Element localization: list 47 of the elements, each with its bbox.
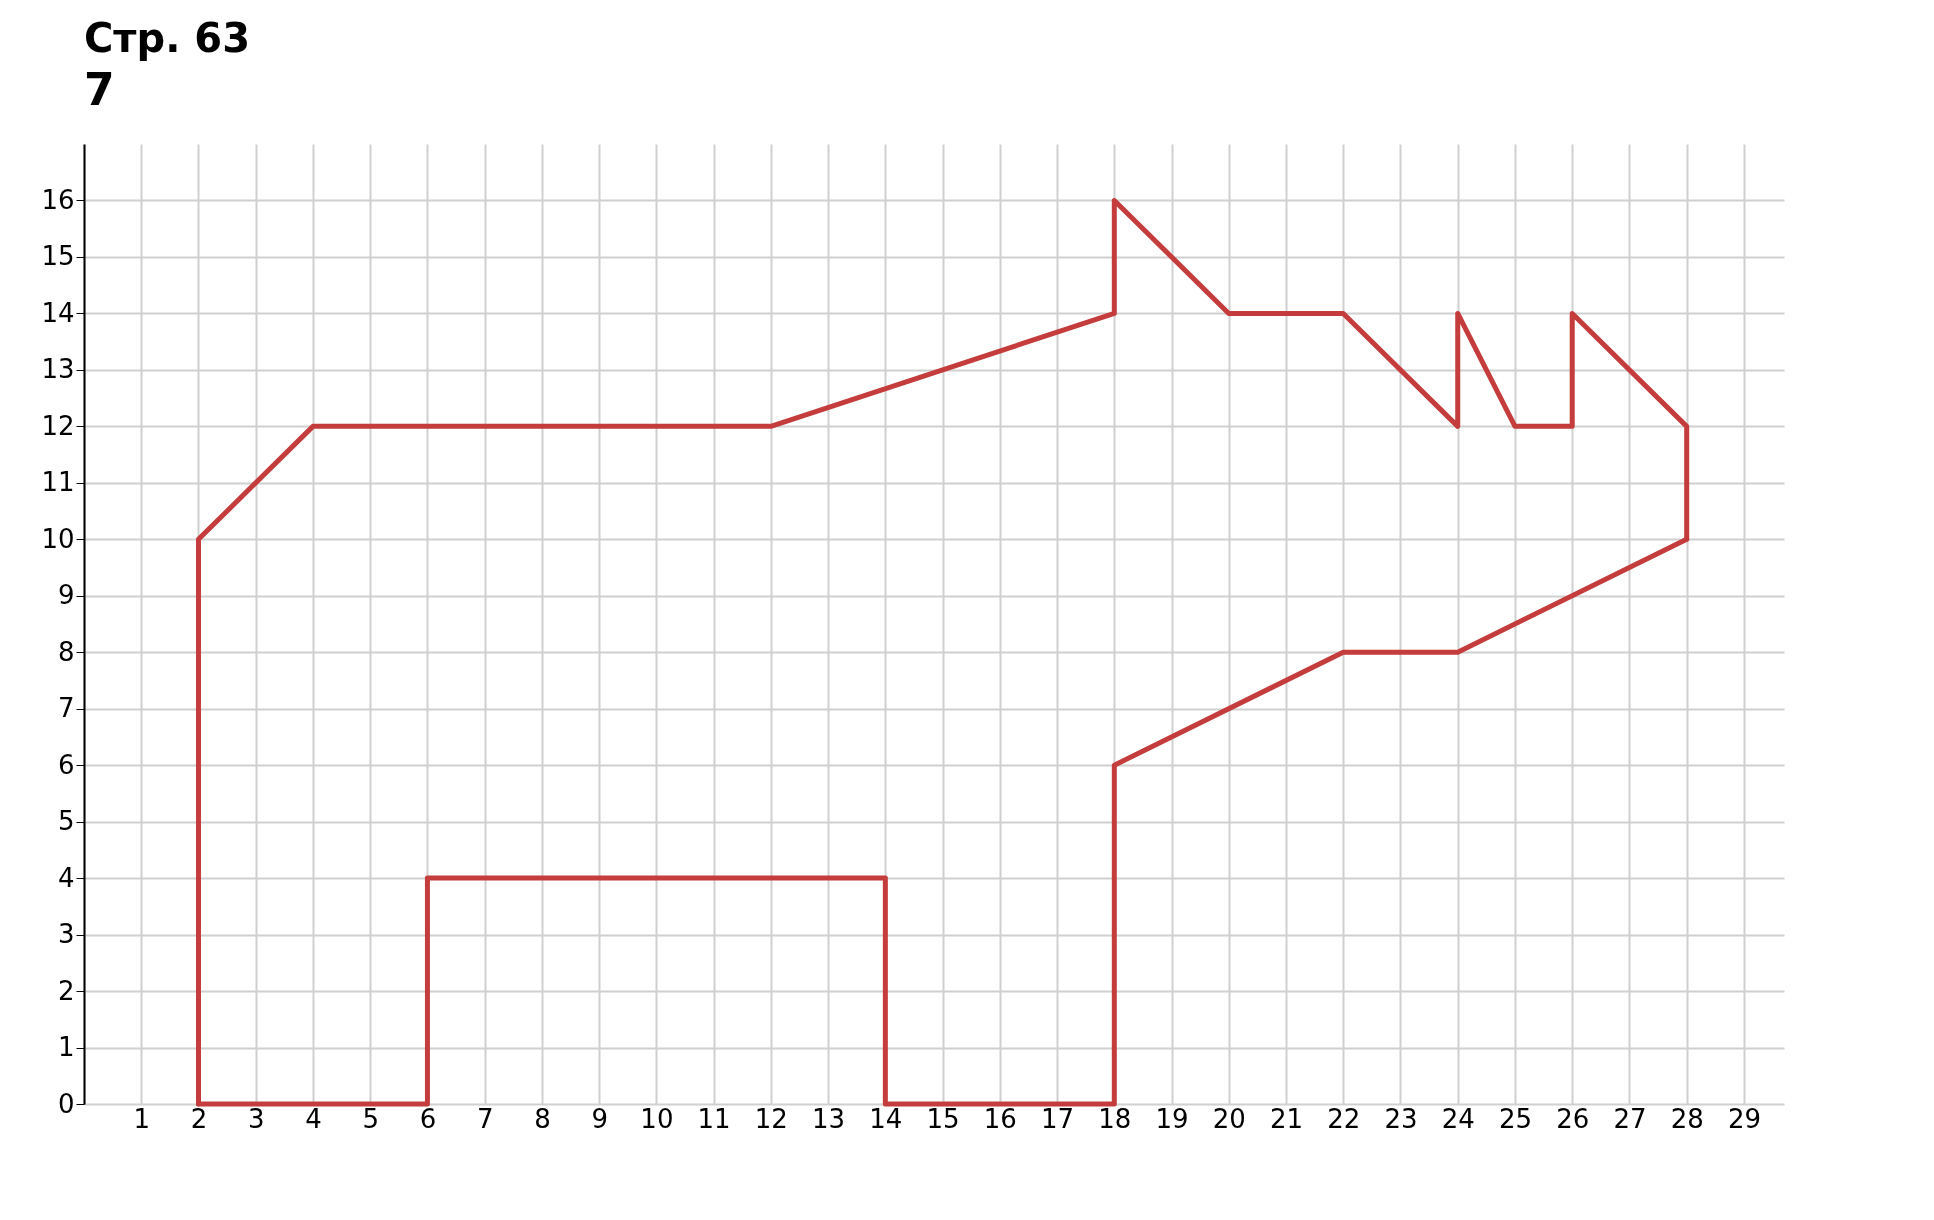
x-tick-label: 13 xyxy=(812,1103,846,1134)
x-tick-label: 10 xyxy=(640,1103,674,1134)
x-tick-label: 23 xyxy=(1384,1103,1418,1134)
y-tick-label: 8 xyxy=(57,636,75,667)
y-tick-label: 6 xyxy=(57,749,75,780)
x-tick-label: 2 xyxy=(190,1103,208,1134)
x-tick-label: 6 xyxy=(419,1103,437,1134)
y-tick-label: 7 xyxy=(57,693,75,724)
y-tick-label: 5 xyxy=(57,806,75,837)
x-tick-label: 27 xyxy=(1613,1103,1647,1134)
y-tick-label: 1 xyxy=(57,1032,75,1063)
x-tick-label: 7 xyxy=(476,1103,494,1134)
x-tick-label: 19 xyxy=(1155,1103,1189,1134)
x-tick-label: 8 xyxy=(534,1103,551,1134)
x-tick-label: 14 xyxy=(869,1103,903,1134)
x-tick-label: 18 xyxy=(1098,1103,1132,1134)
x-tick-label: 28 xyxy=(1670,1103,1704,1134)
x-tick-label: 1 xyxy=(133,1103,151,1134)
y-tick-label: 12 xyxy=(41,410,75,441)
x-tick-label: 24 xyxy=(1441,1103,1475,1134)
y-tick-label: 9 xyxy=(57,580,75,611)
y-tick-label: 14 xyxy=(41,297,75,328)
y-tick-label: 13 xyxy=(41,354,75,385)
y-tick-label: 3 xyxy=(57,919,75,950)
x-tick-label: 5 xyxy=(362,1103,379,1134)
y-tick-label: 16 xyxy=(41,184,75,215)
x-tick-label: 3 xyxy=(247,1103,265,1134)
x-tick-label: 29 xyxy=(1727,1103,1761,1134)
x-tick-label: 12 xyxy=(754,1103,788,1134)
y-tick-label: 10 xyxy=(41,523,75,554)
x-tick-label: 9 xyxy=(591,1103,608,1134)
x-tick-label: 25 xyxy=(1498,1103,1533,1134)
x-tick-label: 22 xyxy=(1327,1103,1361,1134)
y-tick-label: 0 xyxy=(57,1088,75,1119)
x-tick-label: 15 xyxy=(926,1103,960,1134)
x-tick-label: 17 xyxy=(1041,1103,1075,1134)
y-tick-label: 11 xyxy=(41,467,75,498)
x-tick-label: 20 xyxy=(1212,1103,1246,1134)
x-tick-label: 26 xyxy=(1556,1103,1590,1134)
y-tick-label: 4 xyxy=(57,862,75,893)
x-tick-label: 11 xyxy=(697,1103,731,1134)
chart-title: Стр. 63 xyxy=(84,15,250,61)
y-tick-label: 15 xyxy=(41,241,75,272)
x-tick-label: 16 xyxy=(983,1103,1017,1134)
x-tick-label: 21 xyxy=(1269,1103,1304,1134)
y-tick-label: 2 xyxy=(57,975,75,1006)
x-tick-label: 4 xyxy=(305,1103,322,1134)
